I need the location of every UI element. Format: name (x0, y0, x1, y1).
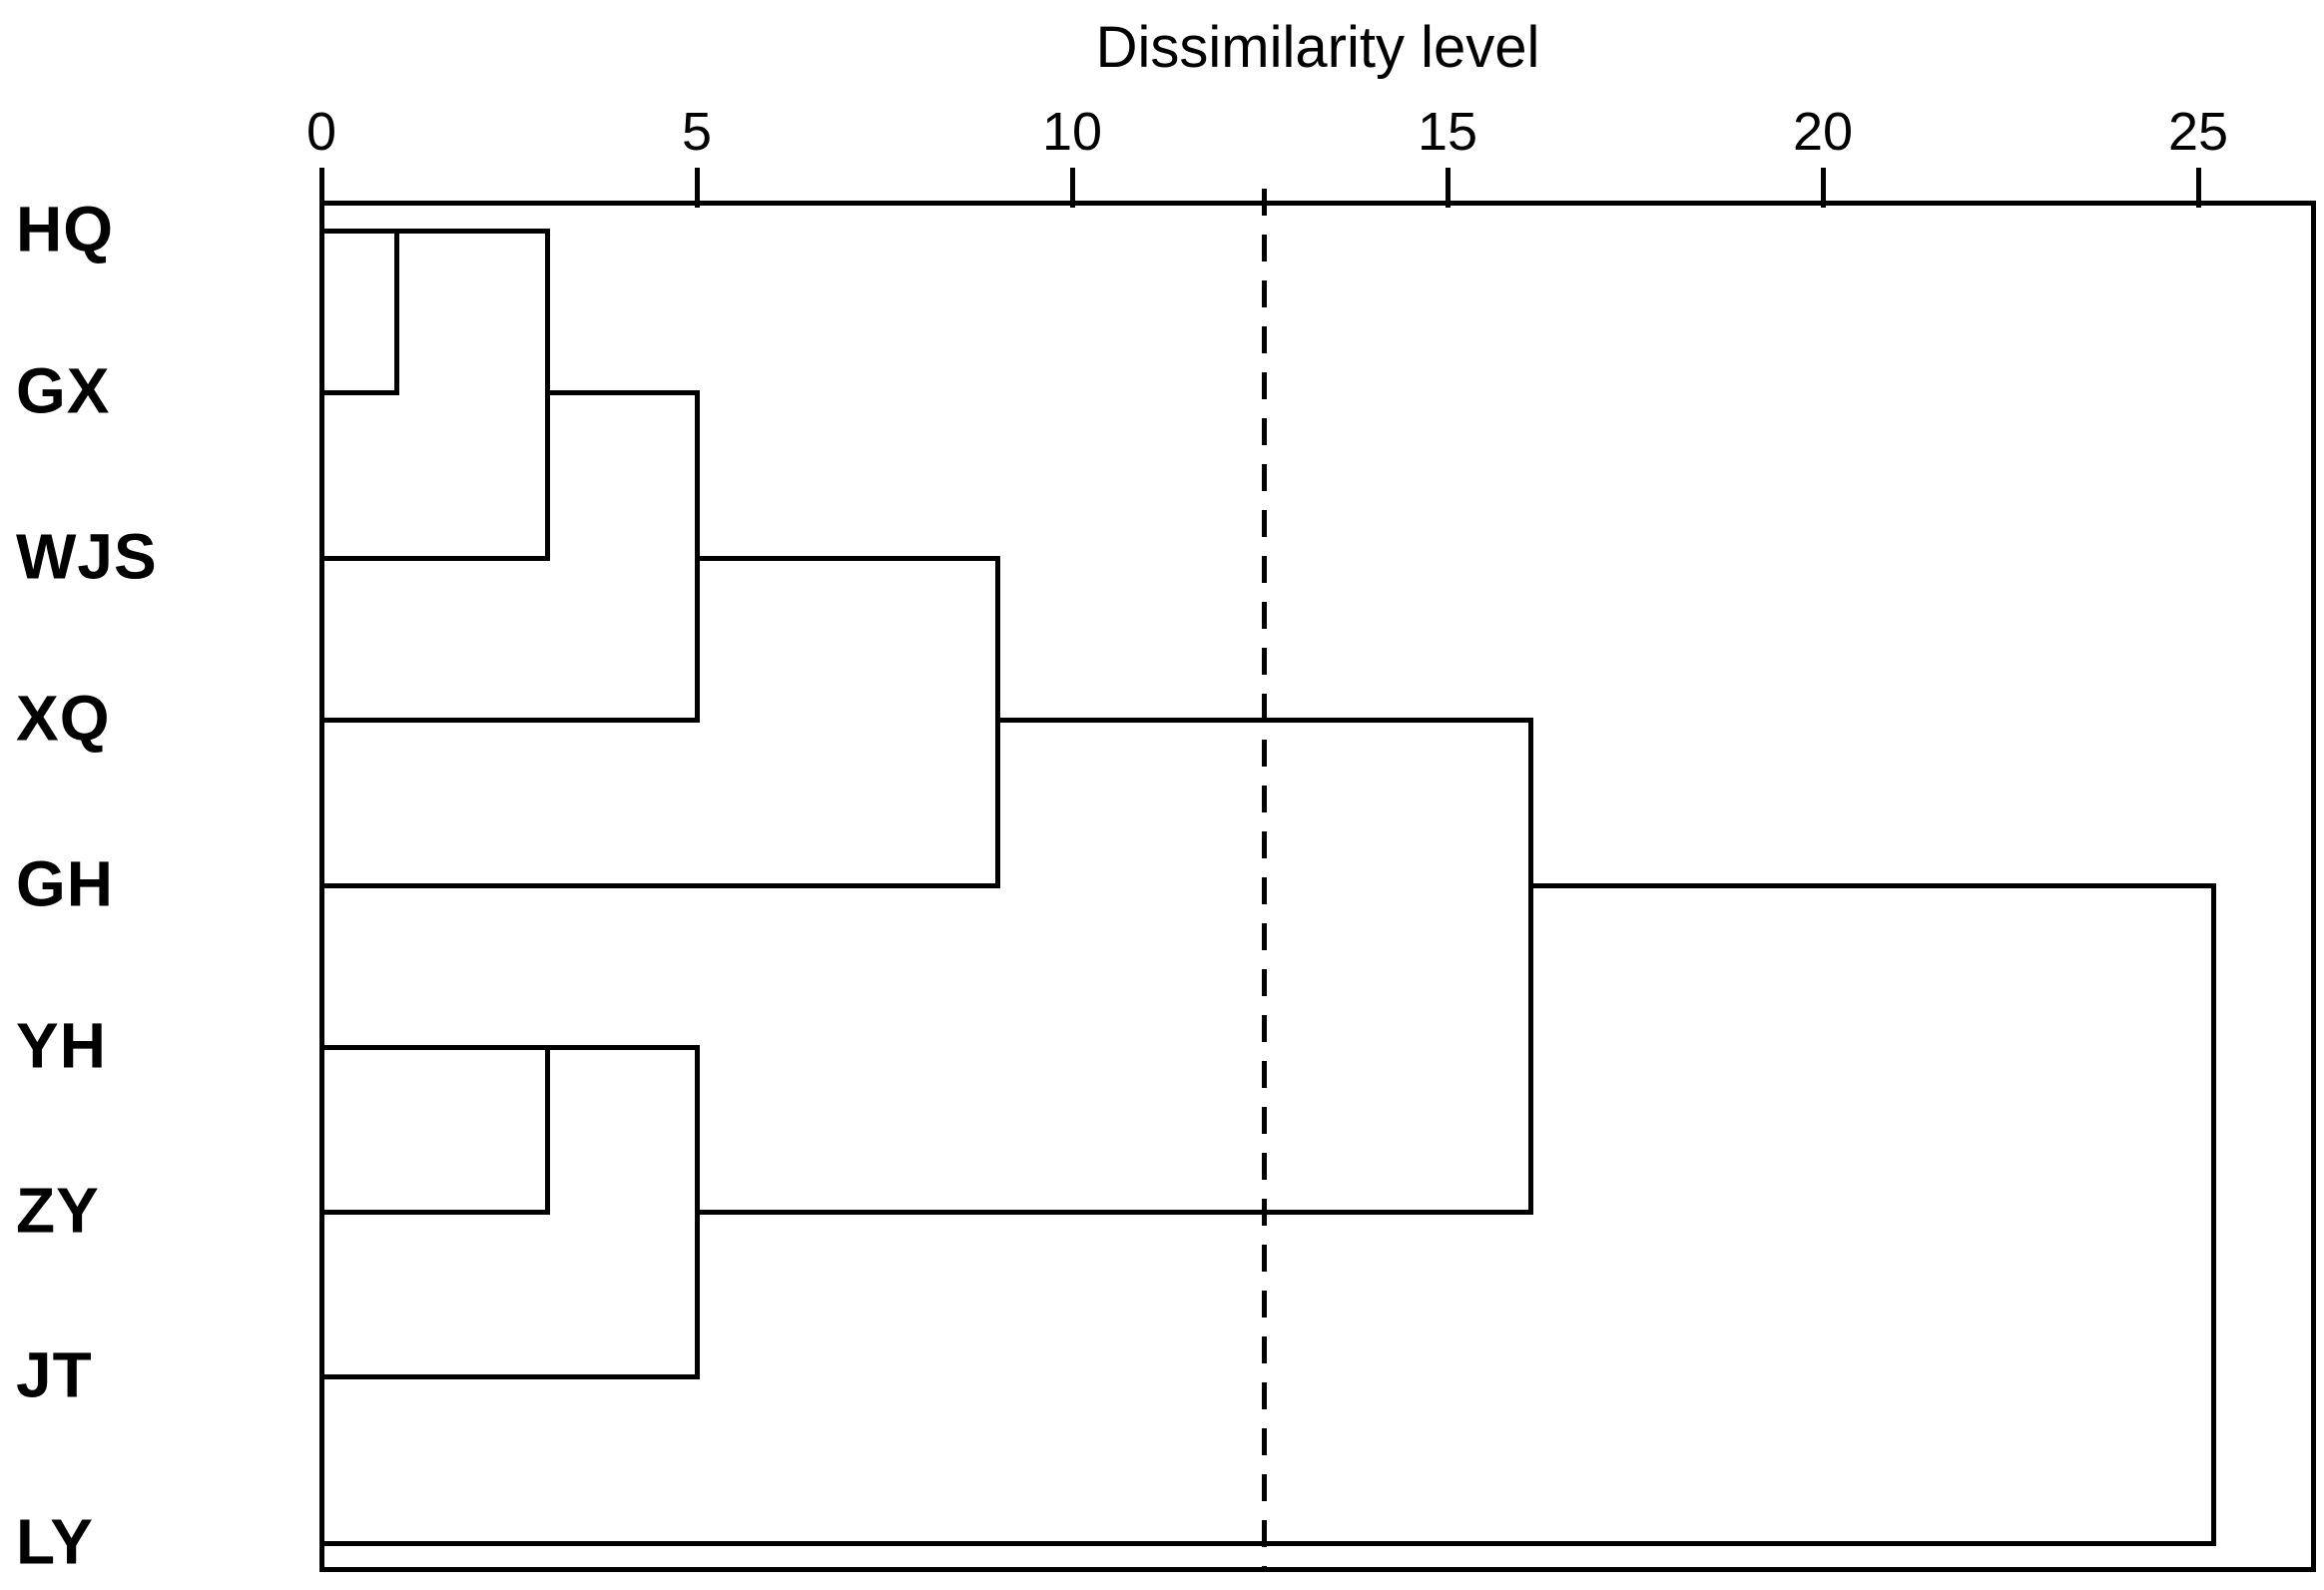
axis-tick (1446, 168, 1451, 208)
axis-tick-label-10: 10 (1041, 102, 1103, 162)
axis-tick (695, 168, 700, 208)
dendrogram-h-line (319, 883, 1000, 888)
leaf-label-yh: YH (16, 1009, 107, 1082)
leaf-label-ly: LY (16, 1505, 94, 1578)
leaf-label-xq: XQ (16, 682, 111, 755)
axis-tick-label-0: 0 (305, 102, 337, 162)
dendrogram-merge-line (995, 556, 1000, 888)
plot-frame-bottom (319, 1567, 2316, 1572)
axis-tick-label-5: 5 (681, 102, 713, 162)
dendrogram-merge-line (545, 1045, 550, 1215)
dendrogram-merge-line (2211, 883, 2216, 1546)
axis-tick (2196, 168, 2201, 208)
leaf-label-zy: ZY (16, 1174, 100, 1247)
cluster-cut-line (1262, 189, 1267, 1569)
leaf-label-gh: GH (16, 847, 114, 920)
axis-tick (1070, 168, 1075, 208)
leaf-label-hq: HQ (16, 193, 114, 265)
axis-tick (1821, 168, 1826, 208)
dendrogram-h-line (319, 1374, 700, 1379)
dendrogram-merge-line (695, 390, 700, 723)
chart-title: Dissimilarity level (1095, 15, 1540, 80)
dendrogram-h-line (695, 1210, 1533, 1215)
dendrogram-h-line (319, 390, 399, 395)
axis-tick-label-15: 15 (1417, 102, 1478, 162)
leaf-label-wjs: WJS (16, 520, 158, 593)
dendrogram-h-line (1528, 883, 2216, 888)
leaf-label-gx: GX (16, 354, 111, 427)
dendrogram-h-line (319, 1045, 700, 1050)
dendrogram-merge-line (394, 229, 399, 395)
dendrogram-h-line (319, 556, 550, 561)
dendrogram-h-line (319, 1210, 550, 1215)
plot-frame-right (2311, 201, 2316, 1572)
dendrogram-h-line (695, 556, 1000, 561)
dendrogram-merge-line (545, 229, 550, 561)
axis-tick (319, 168, 324, 208)
dendrogram-merge-line (695, 1045, 700, 1379)
leaf-label-jt: JT (16, 1338, 93, 1411)
dendrogram-h-line (545, 390, 700, 395)
axis-tick-label-25: 25 (2167, 102, 2229, 162)
axis-tick-label-20: 20 (1792, 102, 1854, 162)
axis-line (319, 201, 2316, 206)
dendrogram-h-line (319, 718, 700, 723)
dendrogram-h-line (319, 1541, 2216, 1546)
dendrogram-merge-line (1528, 718, 1533, 1215)
dendrogram-h-line (319, 229, 550, 234)
